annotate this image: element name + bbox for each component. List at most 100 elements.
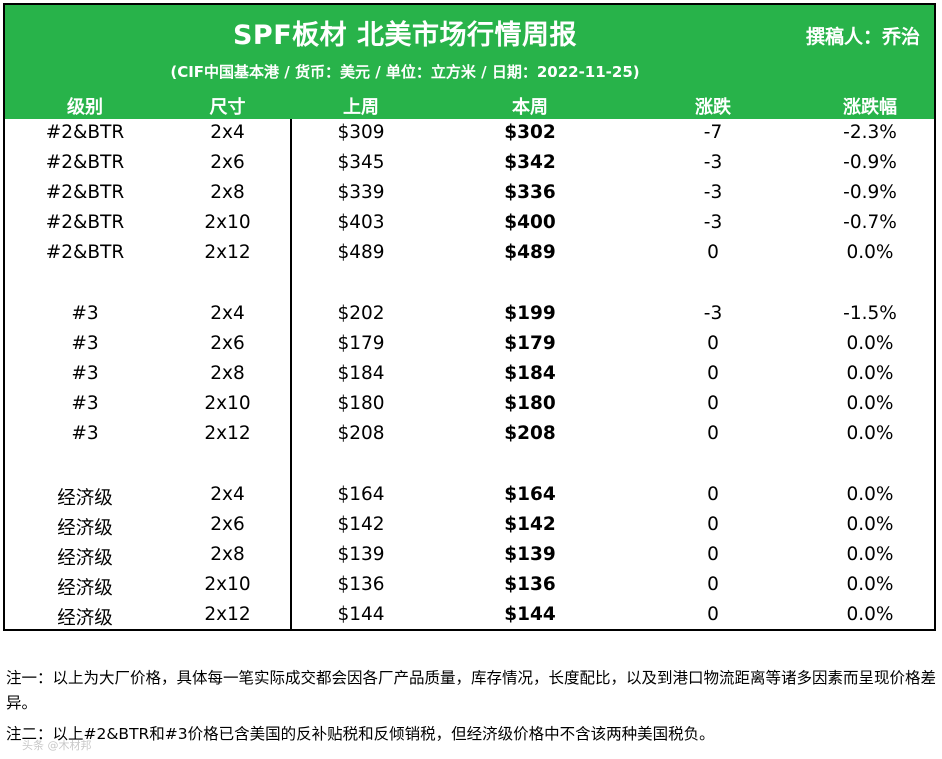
report-subtitle: (CIF中国基本港 / 货币：美元 / 单位：立方米 / 日期：2022-11-… (170, 63, 640, 81)
cell-last-week: $489 (337, 242, 385, 263)
table-row: #2&BTR 2x10 $403 $400 -3 -0.7% (5, 210, 934, 240)
cell-size: 2x12 (204, 242, 251, 263)
cell-grade: #2&BTR (45, 212, 125, 233)
cell-this-week: $184 (504, 363, 556, 384)
cell-change-pct: -0.9% (843, 182, 897, 203)
cell-last-week: $403 (337, 212, 385, 233)
cell-change: 0 (707, 514, 719, 535)
column-header-this-week: 本周 (512, 97, 548, 118)
cell-size: 2x6 (210, 152, 245, 173)
cell-change-pct: -0.9% (843, 152, 897, 173)
table-row: 经济级 2x8 $139 $139 0 0.0% (5, 542, 934, 572)
cell-last-week: $208 (337, 423, 385, 444)
cell-change: 0 (707, 393, 719, 414)
table-row: #3 2x8 $184 $184 0 0.0% (5, 361, 934, 391)
column-header-row: 级别 尺寸 上周 本周 涨跌 涨跌幅 (5, 89, 934, 118)
cell-change: 0 (707, 604, 719, 625)
cell-size: 2x10 (204, 393, 251, 414)
cell-change: 0 (707, 242, 719, 263)
cell-this-week: $489 (504, 242, 556, 263)
watermark: 头条 @木材邦 (22, 739, 92, 752)
table-row: 经济级 2x10 $136 $136 0 0.0% (5, 572, 934, 602)
table-row: #3 2x12 $208 $208 0 0.0% (5, 421, 934, 451)
cell-change-pct: 0.0% (846, 242, 894, 263)
cell-change: 0 (707, 333, 719, 354)
cell-change: -3 (703, 182, 723, 203)
cell-grade: #3 (71, 303, 99, 324)
cell-last-week: $345 (337, 152, 385, 173)
cell-size: 2x4 (210, 303, 245, 324)
cell-change: -3 (703, 303, 723, 324)
cell-last-week: $139 (337, 544, 385, 565)
cell-change-pct: 0.0% (846, 423, 894, 444)
cell-change-pct: -1.5% (843, 303, 897, 324)
table-row: 经济级 2x6 $142 $142 0 0.0% (5, 512, 934, 542)
cell-grade: #2&BTR (45, 152, 125, 173)
cell-last-week: $339 (337, 182, 385, 203)
cell-size: 2x4 (210, 484, 245, 505)
cell-grade: #2&BTR (45, 122, 125, 143)
cell-this-week: $164 (504, 484, 556, 505)
cell-size: 2x6 (210, 333, 245, 354)
table-row: #3 2x10 $180 $180 0 0.0% (5, 391, 934, 421)
cell-change-pct: 0.0% (846, 363, 894, 384)
cell-change-pct: 0.0% (846, 484, 894, 505)
table-row: #2&BTR 2x12 $489 $489 0 0.0% (5, 240, 934, 270)
cell-size: 2x8 (210, 363, 245, 384)
cell-change: 0 (707, 574, 719, 595)
cell-this-week: $136 (504, 574, 556, 595)
table-row: #2&BTR 2x8 $339 $336 -3 -0.9% (5, 180, 934, 210)
cell-this-week: $179 (504, 333, 556, 354)
table-row: #2&BTR 2x6 $345 $342 -3 -0.9% (5, 150, 934, 180)
cell-change: 0 (707, 484, 719, 505)
column-header-change-pct: 涨跌幅 (843, 97, 897, 118)
cell-last-week: $142 (337, 514, 385, 535)
price-report-table: SPF板材 北美市场行情周报 撰稿人：乔治 (CIF中国基本港 / 货币：美元 … (3, 3, 936, 631)
cell-change: -3 (703, 152, 723, 173)
cell-change: 0 (707, 423, 719, 444)
cell-grade: 经济级 (57, 578, 113, 599)
cell-this-week: $208 (504, 423, 556, 444)
cell-change-pct: 0.0% (846, 514, 894, 535)
cell-grade: #3 (71, 393, 99, 414)
cell-size: 2x8 (210, 544, 245, 565)
column-header-size: 尺寸 (209, 97, 246, 118)
footnotes: 注一：以上为大厂价格，具体每一笔实际成交都会因各厂产品质量，库存情况，长度配比，… (6, 666, 936, 753)
cell-size: 2x8 (210, 182, 245, 203)
cell-change: 0 (707, 363, 719, 384)
cell-last-week: $309 (337, 122, 385, 143)
column-header-change: 涨跌 (695, 97, 731, 118)
table-row: #2&BTR 2x4 $309 $302 -7 -2.3% (5, 120, 934, 150)
cell-this-week: $336 (504, 182, 556, 203)
cell-this-week: $142 (504, 514, 556, 535)
cell-this-week: $342 (504, 152, 556, 173)
footnote-1: 注一：以上为大厂价格，具体每一笔实际成交都会因各厂产品质量，库存情况，长度配比，… (6, 669, 937, 712)
cell-change-pct: 0.0% (846, 574, 894, 595)
cell-change-pct: -0.7% (843, 212, 897, 233)
cell-grade: 经济级 (57, 608, 113, 629)
table-row: #3 2x4 $202 $199 -3 -1.5% (5, 301, 934, 331)
cell-last-week: $202 (337, 303, 385, 324)
cell-last-week: $136 (337, 574, 385, 595)
cell-change-pct: 0.0% (846, 333, 894, 354)
cell-this-week: $302 (504, 122, 556, 143)
cell-last-week: $179 (337, 333, 385, 354)
cell-change-pct: 0.0% (846, 393, 894, 414)
cell-last-week: $164 (337, 484, 385, 505)
column-header-last-week: 上周 (343, 97, 379, 118)
cell-this-week: $400 (504, 212, 556, 233)
cell-this-week: $199 (504, 303, 556, 324)
footnote-2: 注二：以上#2&BTR和#3价格已含美国的反补贴税和反倾销税，但经济级价格中不含… (6, 725, 715, 743)
cell-grade: #3 (71, 363, 99, 384)
cell-change-pct: -2.3% (843, 122, 897, 143)
cell-change: -7 (703, 122, 723, 143)
cell-grade: 经济级 (57, 518, 113, 539)
cell-grade: #3 (71, 423, 99, 444)
cell-change: 0 (707, 544, 719, 565)
column-divider (290, 119, 292, 629)
table-row: 经济级 2x4 $164 $164 0 0.0% (5, 482, 934, 512)
report-header: SPF板材 北美市场行情周报 撰稿人：乔治 (CIF中国基本港 / 货币：美元 … (5, 5, 934, 119)
cell-size: 2x12 (204, 604, 251, 625)
cell-grade: #2&BTR (45, 242, 125, 263)
cell-last-week: $180 (337, 393, 385, 414)
